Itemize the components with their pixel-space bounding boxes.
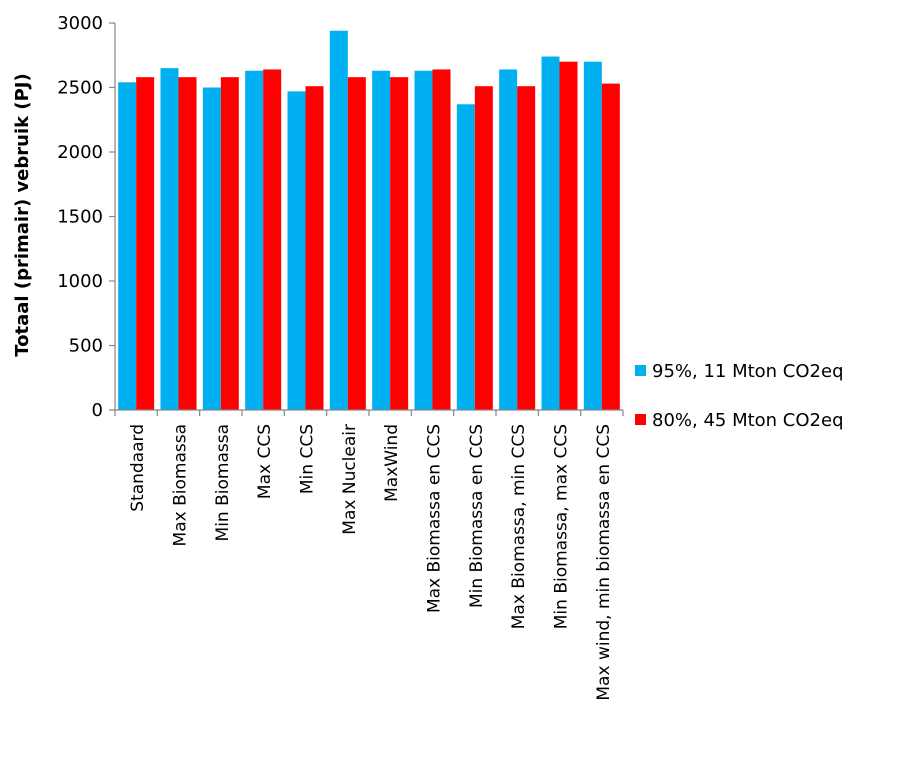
legend: 95%, 11 Mton CO2eq 80%, 45 Mton CO2eq: [635, 361, 844, 431]
legend-swatch-2: [635, 414, 646, 425]
x-tick-label: MaxWind: [382, 424, 402, 502]
plot-area: 0 500 1000 1500 2000 2500 3000 Standaard Max Bio…: [57, 13, 624, 701]
x-tick-label: Min Biomassa, max CCS: [552, 424, 572, 629]
x-tick-label: Min Biomassa: [213, 424, 233, 541]
bar-series-1-1: [118, 82, 137, 410]
bar-series-1-7: [372, 70, 391, 410]
legend-label-1: 95%, 11 Mton CO2eq: [652, 361, 844, 382]
y-tick-label: 500: [69, 336, 103, 357]
bar-series-2-12: [601, 83, 620, 410]
bar-series-1-12: [583, 61, 602, 410]
x-tick-label: Max CCS: [255, 424, 275, 499]
x-tick-label: Max Biomassa en CCS: [425, 424, 445, 613]
bar-series-2-3: [220, 77, 239, 411]
bar-series-1-5: [287, 91, 306, 411]
bar-series-2-8: [432, 69, 451, 410]
bar-series-2-7: [390, 77, 409, 411]
bar-series-2-5: [305, 86, 324, 411]
y-tick-label: 3000: [57, 13, 103, 34]
bar-series-1-9: [456, 104, 475, 411]
y-axis-title-group: Totaal (primair) vebruik (PJ): [12, 73, 33, 356]
bar-series-2-4: [263, 69, 282, 410]
bar-series-1-8: [414, 70, 433, 410]
bar-series-2-1: [136, 77, 155, 411]
bar-series-2-9: [474, 86, 493, 411]
x-tick-label: Min Biomassa en CCS: [467, 424, 487, 608]
x-tick-label: Max Biomassa, min CCS: [509, 424, 529, 629]
bar-series-2-10: [517, 86, 536, 411]
bar-series-1-11: [541, 56, 560, 410]
bar-series-1-2: [160, 68, 179, 411]
bar-series-1-10: [499, 69, 518, 410]
bar-series-2-2: [178, 77, 197, 411]
y-tick-label: 1500: [57, 207, 103, 228]
y-tick-label: 0: [92, 400, 103, 421]
x-tick-label: Min CCS: [298, 424, 318, 494]
x-tick-label: Standaard: [128, 424, 148, 512]
y-tick-label: 2500: [57, 78, 103, 99]
x-tick-label: Max wind, min biomassa en CCS: [594, 424, 614, 701]
y-tick-label: 1000: [57, 271, 103, 292]
x-tick-label: Max Biomassa: [171, 424, 191, 546]
bar-series-2-6: [347, 77, 366, 411]
legend-label-2: 80%, 45 Mton CO2eq: [652, 410, 844, 431]
legend-swatch-1: [635, 365, 646, 376]
bar-series-1-6: [329, 30, 348, 411]
bar-series-1-4: [245, 70, 264, 410]
x-tick-label: Max Nucleair: [340, 424, 360, 535]
y-tick-label: 2000: [57, 142, 103, 163]
bar-series-2-11: [559, 61, 578, 410]
bar-series-1-3: [202, 87, 221, 410]
y-axis-title: Totaal (primair) vebruik (PJ): [12, 73, 33, 356]
